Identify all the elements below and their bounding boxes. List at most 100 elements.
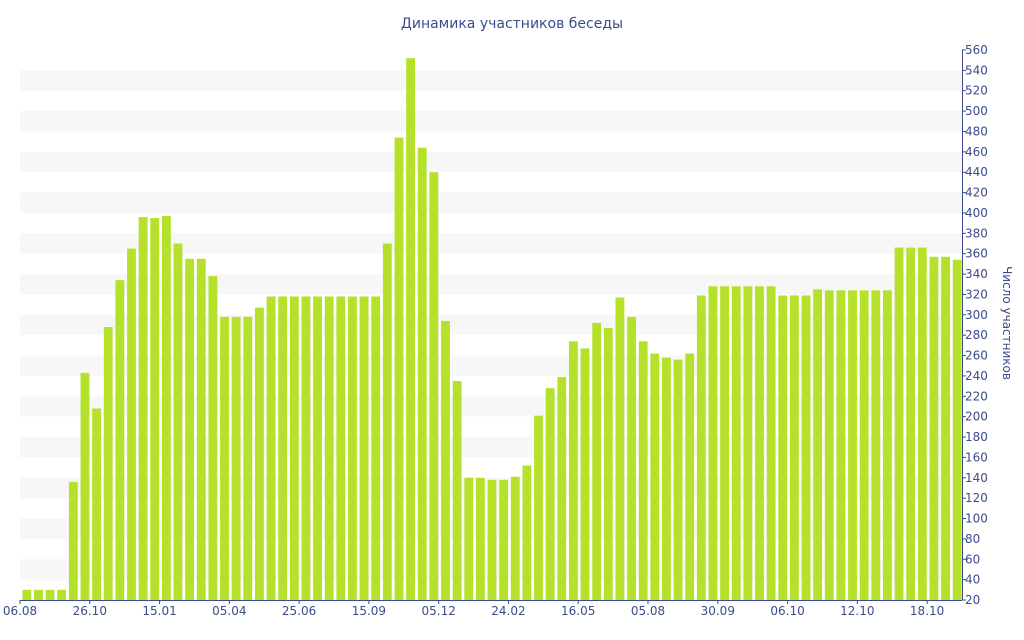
y-axis-ticks: 20 40 60 80 100 120 140 160 180 200 220 240 260 280 30… [962, 43, 988, 607]
y-tick-label: 400 [965, 206, 988, 220]
bar [929, 256, 939, 600]
bar [522, 465, 532, 600]
bar [789, 295, 799, 600]
y-tick-label: 100 [965, 512, 988, 526]
bar [882, 290, 892, 600]
bar [301, 296, 311, 600]
bar [534, 415, 543, 600]
bar [382, 243, 392, 600]
y-axis-label: Число участников [1000, 266, 1014, 380]
bar [22, 589, 32, 600]
y-tick-label: 360 [965, 247, 988, 261]
y-tick-label: 480 [965, 124, 988, 138]
y-tick-label: 80 [965, 532, 980, 546]
bar [894, 247, 904, 600]
bar [115, 280, 125, 600]
y-tick-label: 520 [965, 84, 988, 98]
x-tick-label: 05.04 [212, 604, 246, 618]
y-tick-label: 540 [965, 63, 988, 77]
bar [580, 348, 590, 600]
bar [627, 316, 636, 600]
y-tick-label: 40 [965, 573, 980, 587]
y-tick-label: 280 [965, 328, 988, 342]
bar [161, 216, 171, 600]
bar [80, 372, 90, 600]
bar [603, 328, 613, 600]
chart-title: Динамика участников беседы [401, 16, 623, 32]
bar [662, 357, 671, 600]
bar [429, 172, 439, 600]
y-tick-label: 320 [965, 287, 988, 301]
bar [348, 296, 357, 600]
bar [813, 289, 823, 600]
bar [638, 341, 648, 600]
x-tick-label: 06.08 [3, 604, 37, 618]
x-tick-label: 26.10 [73, 604, 107, 618]
y-tick-label: 300 [965, 308, 988, 322]
bar [278, 296, 288, 600]
bar [266, 296, 276, 600]
bar [557, 376, 567, 600]
bar [685, 353, 695, 600]
bar [359, 296, 369, 600]
x-tick-label: 18.10 [910, 604, 944, 618]
x-tick-label: 15.09 [352, 604, 386, 618]
bars-group [22, 58, 962, 601]
bar [650, 353, 660, 600]
bar [545, 388, 555, 600]
x-axis-ticks: 06.08 26.10 15.01 05.04 25.06 15.09 05.12 24.02… [3, 600, 944, 618]
bar [568, 341, 578, 600]
bar [731, 286, 741, 600]
bar [406, 58, 416, 601]
bar [952, 259, 962, 600]
grid-band [20, 151, 962, 173]
bar [871, 290, 881, 600]
y-tick-label: 260 [965, 349, 988, 363]
bar [313, 296, 322, 600]
bar [150, 218, 160, 601]
bar [592, 322, 602, 600]
y-tick-label: 380 [965, 226, 988, 240]
bar [464, 477, 474, 600]
bar [615, 297, 625, 600]
bar [231, 316, 241, 600]
y-tick-label: 440 [965, 165, 988, 179]
bar [34, 589, 43, 600]
bar [103, 327, 113, 600]
x-tick-label: 12.10 [840, 604, 874, 618]
bar [499, 479, 509, 600]
bar [766, 286, 776, 600]
bar [778, 295, 788, 600]
bar [743, 286, 753, 600]
bar [371, 296, 381, 600]
x-tick-label: 16.05 [561, 604, 595, 618]
bar [836, 290, 846, 600]
grid-band [20, 192, 962, 213]
bar [92, 408, 102, 600]
bar [906, 247, 916, 600]
grid-band [20, 111, 962, 132]
bar [185, 258, 195, 600]
bar [510, 476, 520, 600]
bar [208, 276, 218, 600]
bar [220, 316, 229, 600]
x-tick-label: 30.09 [701, 604, 735, 618]
grid-band [20, 233, 962, 254]
x-tick-label: 05.12 [421, 604, 455, 618]
bar [196, 258, 206, 600]
y-tick-label: 140 [965, 471, 988, 485]
bar [696, 295, 706, 600]
y-tick-label: 420 [965, 186, 988, 200]
y-tick-label: 160 [965, 450, 988, 464]
x-tick-label: 25.06 [282, 604, 316, 618]
y-tick-label: 500 [965, 104, 988, 118]
y-tick-label: 460 [965, 145, 988, 159]
y-tick-label: 20 [965, 593, 980, 607]
bar [127, 248, 136, 600]
bar [45, 589, 55, 600]
y-tick-label: 340 [965, 267, 988, 281]
x-tick-label: 24.02 [491, 604, 525, 618]
bar [801, 295, 811, 600]
y-tick-label: 180 [965, 430, 988, 444]
